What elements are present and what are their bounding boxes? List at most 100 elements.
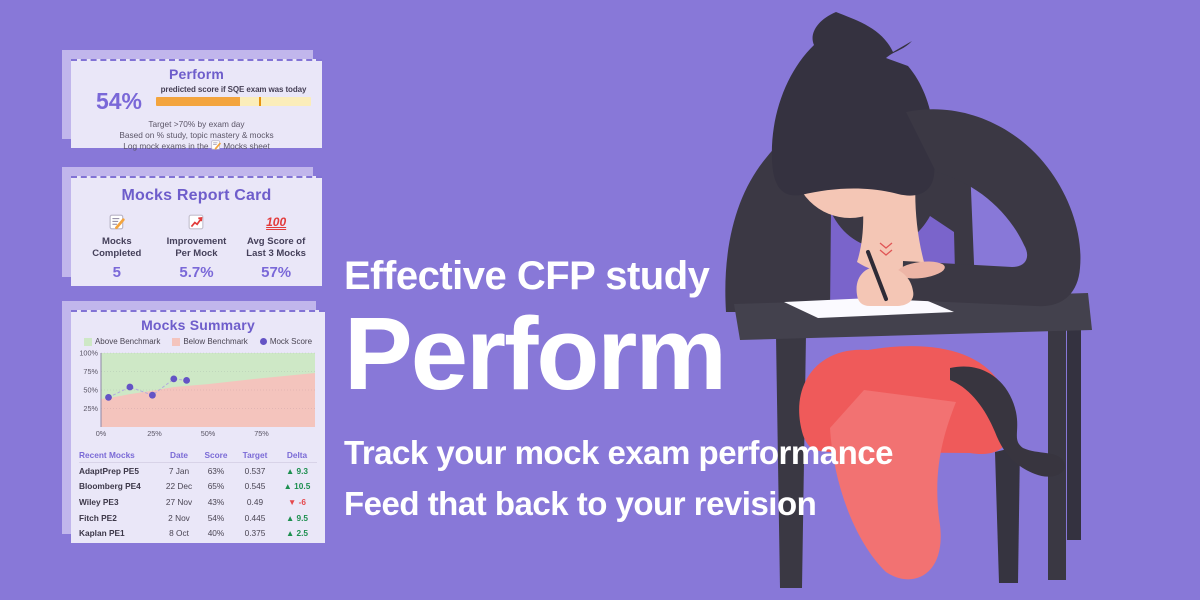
legend-swatch — [83, 337, 92, 346]
svg-text:0%: 0% — [96, 429, 107, 438]
legend-label: Above Benchmark — [94, 337, 161, 346]
svg-text:25%: 25% — [83, 404, 98, 413]
legend-swatch — [259, 338, 267, 345]
hand — [856, 266, 914, 306]
note-target: Target >70% by exam day — [148, 119, 245, 129]
perform-card: Perform 54% predicted score if SQE exam … — [71, 59, 322, 151]
mock-name: Wiley PE3 — [79, 496, 119, 507]
note-basis: Based on % study, topic mastery & mocks — [119, 129, 274, 140]
mock-name: AdaptPrep PE5 — [79, 465, 139, 476]
svg-text:75%: 75% — [254, 429, 269, 438]
table-row: Fitch PE2 2 Nov 54% 0.445 ▲ 9.5 — [79, 510, 317, 526]
desk-leg-left — [776, 334, 806, 588]
mock-date: 27 Nov — [165, 496, 193, 507]
mock-score: 63% — [207, 465, 225, 476]
stat-value: 5.7% — [179, 264, 214, 281]
mock-name: Fitch PE2 — [79, 512, 117, 523]
mock-score: 40% — [207, 528, 225, 539]
legend-swatch — [172, 337, 181, 346]
target-marker — [258, 97, 261, 106]
perform-notes: Target >70% by exam day Based on % study… — [71, 119, 322, 153]
mock-date: 2 Nov — [168, 512, 190, 523]
triangle-down-icon: ▼ — [288, 496, 297, 507]
table-row: AdaptPrep PE5 7 Jan 63% 0.537 ▲ 9.3 — [79, 463, 317, 479]
legend-label: Below Benchmark — [183, 337, 248, 346]
finger — [897, 261, 945, 279]
hero-subtitle-1: Track your mock exam performance — [344, 434, 893, 471]
chest-chevron-detail — [879, 242, 893, 256]
report-card-title: Mocks Report Card — [121, 187, 272, 204]
memo-icon — [211, 140, 221, 153]
mock-target: 0.545 — [244, 481, 266, 492]
summary-card-title: Mocks Summary — [141, 317, 255, 333]
legend-item: Above Benchmark — [83, 337, 161, 346]
stat-label: Avg Score of Last 3 Mocks — [246, 236, 306, 259]
report-stat: Mocks Completed 5 — [77, 212, 156, 281]
table-row: Kaplan PE1 8 Oct 40% 0.375 ▲ 2.5 — [79, 525, 317, 541]
predicted-score-value: 54% — [95, 88, 143, 114]
perform-card-title: Perform — [168, 66, 225, 82]
chart-increasing-icon — [157, 212, 236, 232]
table-header-cell: Score — [204, 449, 228, 460]
hero-kicker: Effective CFP study — [344, 254, 710, 298]
report-stat: 100 Avg Score of Last 3 Mocks 57% — [237, 212, 316, 281]
memo-icon — [77, 212, 156, 232]
mock-score: 65% — [207, 481, 225, 492]
svg-text:25%: 25% — [147, 429, 162, 438]
table-header-row: Recent Mocks Date Score Target Delta — [79, 447, 317, 463]
svg-text:75%: 75% — [83, 367, 98, 376]
report-stat: Improvement Per Mock 5.7% — [157, 212, 236, 281]
mock-date: 22 Dec — [165, 481, 193, 492]
progress-bar-fill — [156, 97, 240, 106]
mock-target: 0.49 — [246, 496, 264, 507]
mock-target: 0.445 — [244, 512, 266, 523]
chart-legend: Above Benchmark Below Benchmark Mock Score — [71, 337, 325, 346]
drape-red — [830, 390, 956, 580]
mock-target: 0.537 — [244, 465, 266, 476]
table-row: Bloomberg PE4 22 Dec 65% 0.545 ▲ 10.5 — [79, 479, 317, 495]
svg-text:50%: 50% — [83, 386, 98, 395]
legend-item: Mock Score — [259, 337, 313, 346]
table-header-cell: Recent Mocks — [79, 449, 135, 460]
triangle-up-icon: ▲ — [283, 481, 292, 492]
hair — [771, 12, 935, 196]
progress-bar — [156, 97, 311, 106]
progress-area: predicted score if SQE exam was today — [156, 85, 311, 106]
hero-subtitle-2: Feed that back to your revision — [344, 485, 817, 522]
illustration-person-studying — [725, 12, 1092, 588]
mock-delta: ▲ 9.3 — [285, 465, 309, 476]
hundred-points-icon: 100 — [237, 212, 316, 232]
note-log: Log mock exams in the Mocks sheet — [123, 140, 270, 153]
table-row: Wiley PE3 27 Nov 43% 0.49 ▼ -6 — [79, 494, 317, 510]
chair-leg — [995, 446, 1020, 583]
mock-date: 7 Jan — [168, 465, 190, 476]
paper — [784, 296, 954, 318]
mock-name: Kaplan PE1 — [79, 528, 125, 539]
mock-target: 0.375 — [244, 528, 266, 539]
triangle-up-icon: ▲ — [285, 512, 295, 523]
mock-score: 43% — [207, 496, 225, 507]
pen — [866, 250, 888, 301]
report-stats-row: Mocks Completed 5 Improvement Per Mock 5.7% 10… — [71, 212, 322, 281]
stat-value: 5 — [112, 264, 121, 281]
recent-mocks-table: Recent Mocks Date Score Target Delta AdaptPre… — [79, 447, 317, 541]
mock-name: Bloomberg PE4 — [79, 481, 141, 492]
table-header-cell: Delta — [286, 449, 308, 460]
table-header-cell: Target — [242, 449, 268, 460]
mock-delta: ▲ 10.5 — [283, 481, 311, 492]
perform-score-row: 54% predicted score if SQE exam was toda… — [71, 85, 322, 115]
desk-leg-right-front — [1048, 326, 1066, 580]
mock-delta: ▼ -6 — [288, 496, 306, 507]
legend-label: Mock Score — [269, 337, 313, 346]
mocks-summary-card: Mocks Summary Above Benchmark Below Bench… — [71, 310, 325, 543]
stat-label: Improvement Per Mock — [166, 236, 227, 259]
hero-text-block: Effective CFP study Perform Track your m… — [344, 256, 893, 520]
mock-date: 8 Oct — [169, 528, 189, 539]
elbow-gap — [975, 233, 999, 258]
mock-delta: ▲ 2.5 — [285, 528, 309, 539]
triangle-up-icon: ▲ — [285, 465, 295, 476]
table-header-cell: Date — [170, 449, 188, 460]
mocks-report-card: Mocks Report Card Mocks Completed 5 Improve… — [71, 176, 322, 286]
svg-text:100%: 100% — [79, 349, 98, 358]
hero-title: Perform — [344, 296, 727, 411]
